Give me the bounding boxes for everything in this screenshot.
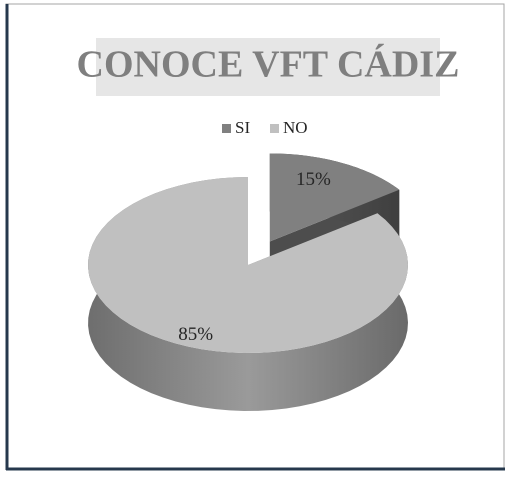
title-box xyxy=(96,38,440,96)
slice xyxy=(88,177,408,353)
slice xyxy=(269,153,400,242)
legend-swatch xyxy=(270,124,279,133)
legend-label: NO xyxy=(283,118,308,137)
legend-swatch xyxy=(222,124,231,133)
chart-title: CONOCE VFT CÁDIZ xyxy=(77,44,460,86)
legend-label: SI xyxy=(235,118,250,137)
data-label: 15% xyxy=(296,169,331,190)
data-label: 85% xyxy=(178,324,213,345)
